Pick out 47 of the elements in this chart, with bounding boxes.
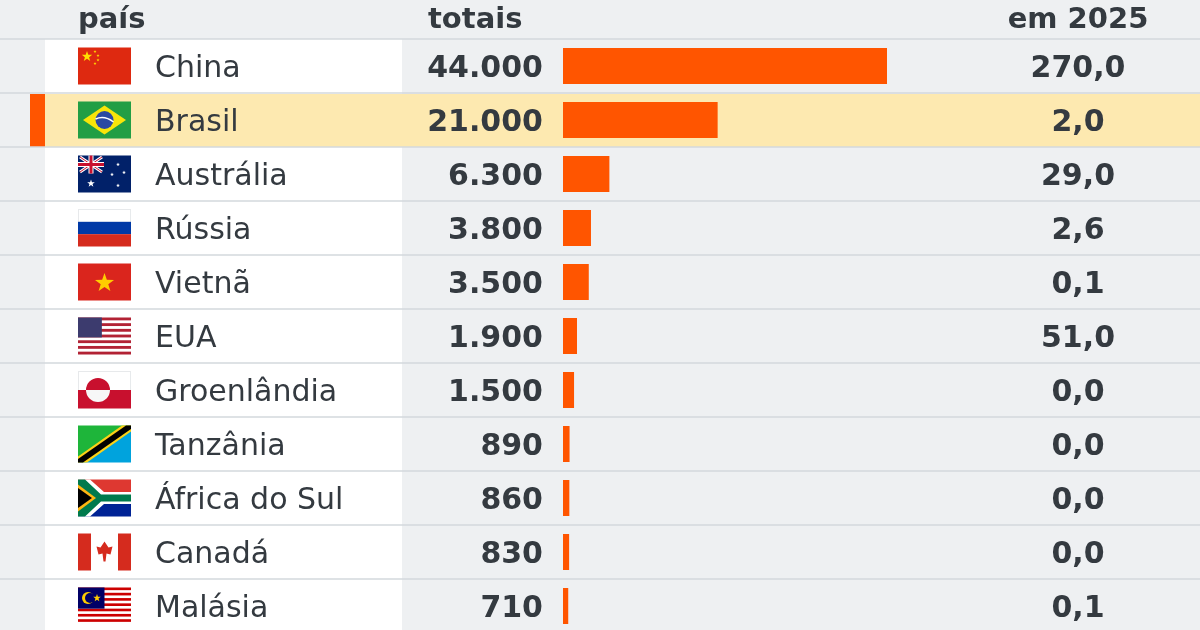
data-label: 3.500 [448, 264, 543, 300]
y-tick-label: EUA [155, 318, 217, 354]
text: 0,0 [1051, 480, 1105, 516]
data-label: 21.000 [427, 102, 543, 138]
y-tick-label: Groenlândia [155, 372, 338, 408]
y-tick-label: África do Sul [155, 480, 344, 516]
y-tick-label: Tanzânia [154, 426, 286, 462]
data-label: 1.900 [448, 318, 543, 354]
data-label: 3.800 [448, 210, 543, 246]
data-label: 890 [480, 426, 543, 462]
text: 0,0 [1051, 534, 1105, 570]
text: 2,6 [1051, 210, 1105, 246]
text: 0,0 [1051, 426, 1105, 462]
data-label: 44.000 [427, 48, 543, 84]
text: 270,0 [1030, 48, 1126, 84]
bar [563, 426, 570, 462]
data-label: 860 [480, 480, 543, 516]
y-tick-label: Rússia [155, 210, 252, 246]
data-label: 6.300 [448, 156, 543, 192]
y-axis-title: país [78, 1, 146, 35]
data-label: 830 [480, 534, 543, 570]
y-tick-label: China [155, 48, 241, 84]
bar [563, 480, 570, 516]
data-label: 1.500 [448, 372, 543, 408]
bar [563, 318, 577, 354]
bar [563, 372, 575, 408]
text: 29,0 [1040, 156, 1116, 192]
series-label: totais [428, 1, 523, 35]
bar [563, 156, 610, 192]
text: em 2025 [1007, 1, 1149, 35]
bar [563, 588, 569, 624]
text: 2,0 [1051, 102, 1105, 138]
data-label: 710 [480, 588, 543, 624]
bar [563, 48, 887, 84]
text: 0,1 [1051, 588, 1105, 624]
bar [563, 102, 718, 138]
y-tick-label: Canadá [155, 534, 270, 570]
text: 0,1 [1051, 264, 1105, 300]
bar [563, 534, 570, 570]
y-tick-label: Vietnã [155, 264, 251, 300]
text: 0,0 [1051, 372, 1105, 408]
text: 51,0 [1040, 318, 1116, 354]
bar [563, 264, 589, 300]
y-tick-label: Malásia [155, 588, 269, 624]
y-tick-label: Brasil [155, 102, 239, 138]
y-tick-label: Austrália [155, 156, 288, 192]
bar [563, 210, 591, 246]
